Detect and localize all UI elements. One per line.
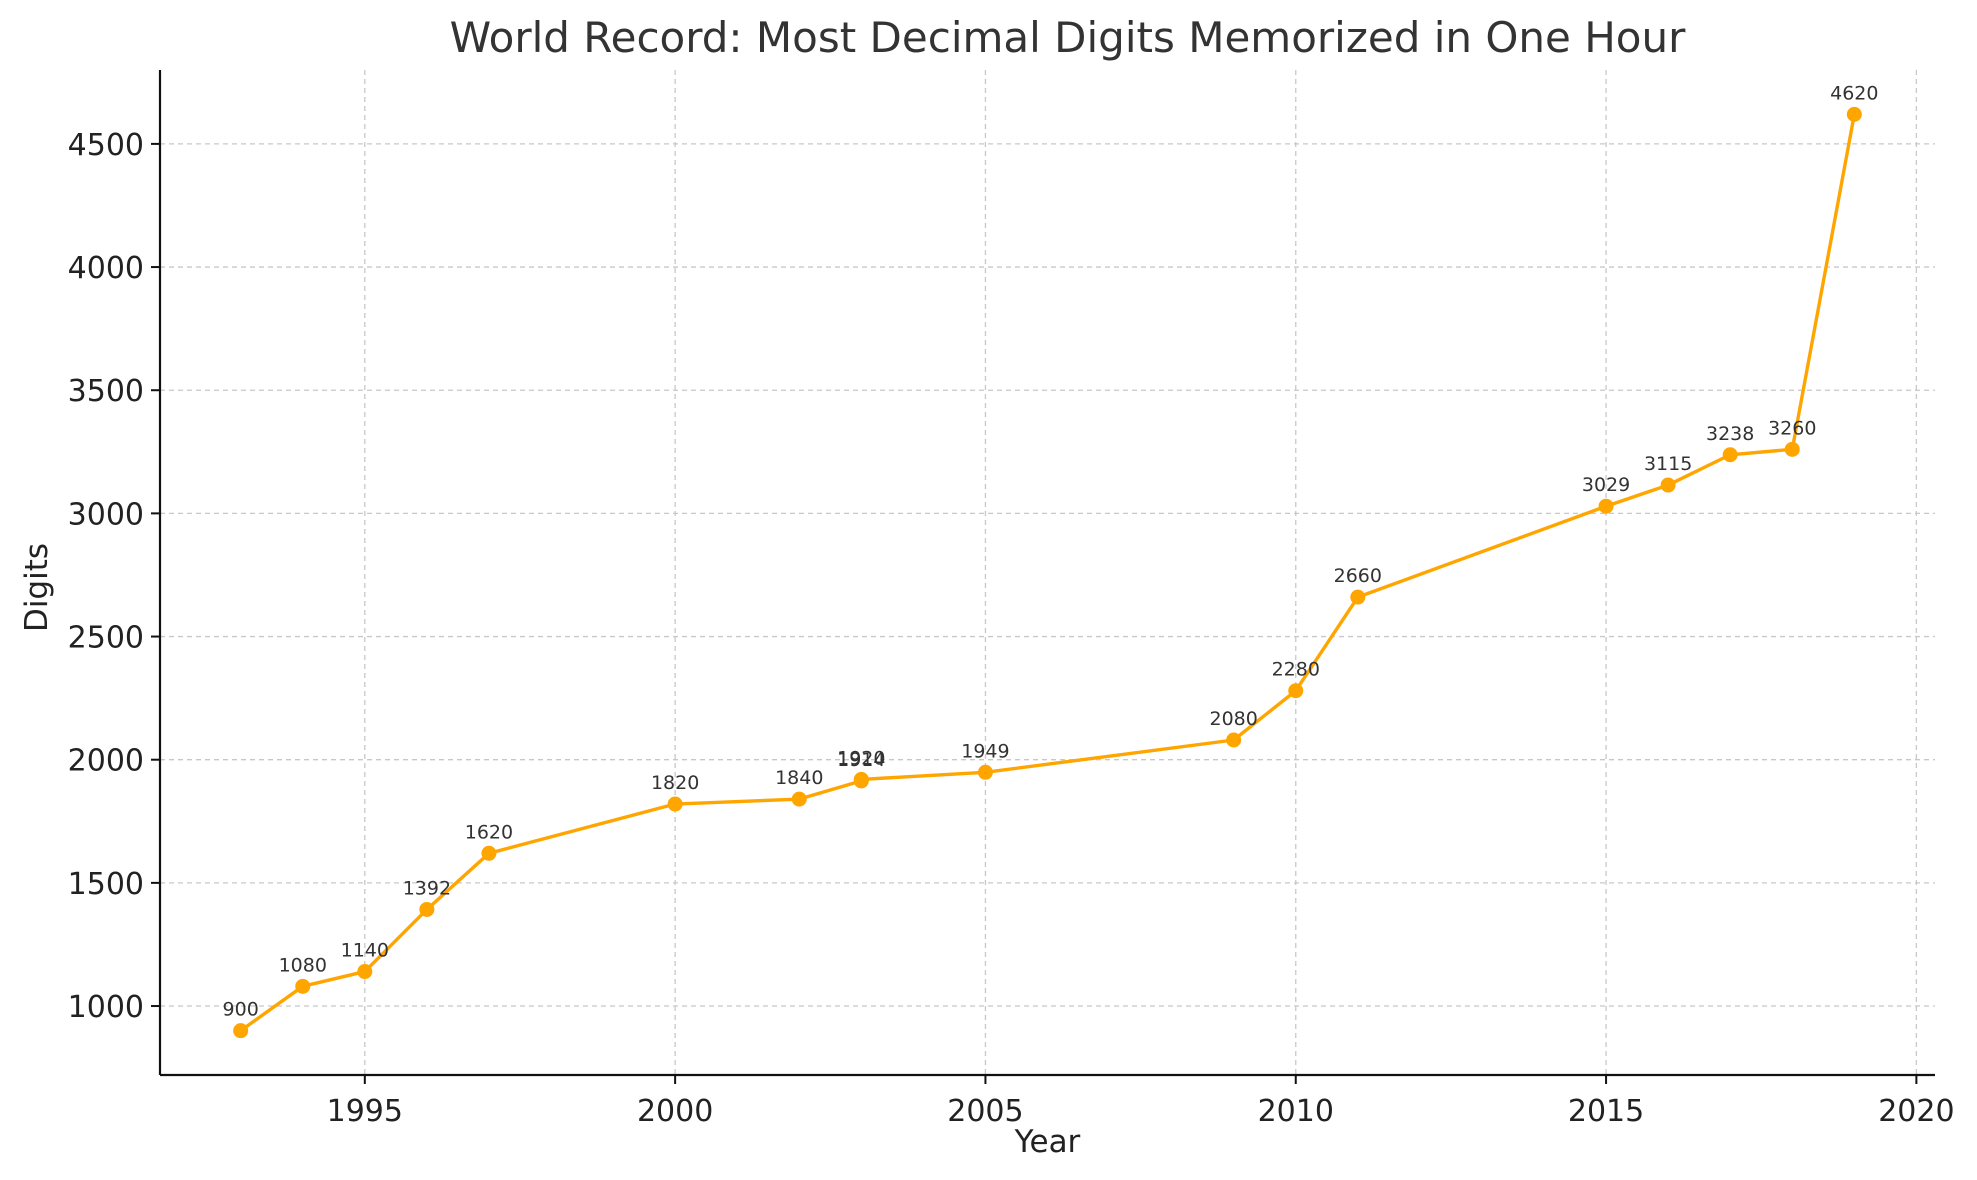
data-label: 2660	[1334, 565, 1382, 587]
data-label: 3029	[1582, 474, 1630, 496]
data-point	[1350, 589, 1366, 605]
y-tick-label: 4500	[68, 128, 144, 163]
data-label: 1080	[279, 954, 327, 976]
y-tick-label: 1000	[68, 990, 144, 1025]
data-label: 1140	[341, 940, 389, 962]
y-tick-label: 1500	[68, 867, 144, 902]
y-tick-label: 2000	[68, 744, 144, 779]
data-point	[977, 764, 993, 780]
data-point	[1722, 447, 1738, 463]
y-tick-label: 2500	[68, 621, 144, 656]
data-label: 1920	[837, 747, 885, 769]
data-label: 2080	[1210, 708, 1258, 730]
data-point	[1660, 477, 1676, 493]
y-tick-label: 3500	[68, 374, 144, 409]
data-point	[419, 901, 435, 917]
data-point	[1784, 441, 1800, 457]
data-label: 1914	[837, 749, 885, 771]
y-axis-title: Digits	[19, 543, 55, 632]
series-line	[239, 114, 1856, 1033]
x-tick-label: 2015	[1568, 1094, 1644, 1129]
y-tick-label: 3000	[68, 497, 144, 532]
data-label: 3115	[1644, 453, 1692, 475]
data-label: 900	[223, 999, 259, 1021]
data-point	[1226, 732, 1242, 748]
data-label: 1949	[961, 740, 1009, 762]
series-layer	[233, 106, 1862, 1039]
data-point	[853, 771, 869, 787]
data-point	[233, 1023, 249, 1039]
axes-layer	[158, 70, 1935, 1077]
data-point	[295, 978, 311, 994]
grid-layer	[160, 70, 1935, 1075]
data-label: 3260	[1768, 417, 1816, 439]
y-tick-label: 4000	[68, 251, 144, 286]
chart-title: World Record: Most Decimal Digits Memori…	[450, 13, 1687, 62]
data-label: 1392	[403, 877, 451, 899]
x-tick-label: 2020	[1878, 1094, 1954, 1129]
x-tick-label: 1995	[327, 1094, 403, 1129]
data-label: 1840	[775, 767, 823, 789]
data-point	[667, 796, 683, 812]
data-label: 3238	[1706, 423, 1754, 445]
data-label: 4620	[1830, 82, 1878, 104]
data-point	[1598, 498, 1614, 514]
data-label: 2280	[1272, 659, 1320, 681]
x-axis-title: Year	[1014, 1124, 1081, 1160]
ticks-layer: 1995 2000 2005 2010 2015 2020 1000 1500 2000 2500…	[68, 128, 1955, 1129]
data-point	[1846, 106, 1862, 122]
data-label: 1820	[651, 772, 699, 794]
data-point	[791, 791, 807, 807]
x-tick-label: 2005	[947, 1094, 1023, 1129]
data-point	[357, 964, 373, 980]
x-tick-label: 2010	[1258, 1094, 1334, 1129]
data-point	[1288, 683, 1304, 699]
data-point	[481, 845, 497, 861]
data-label: 1620	[465, 821, 513, 843]
x-tick-label: 2000	[637, 1094, 713, 1129]
